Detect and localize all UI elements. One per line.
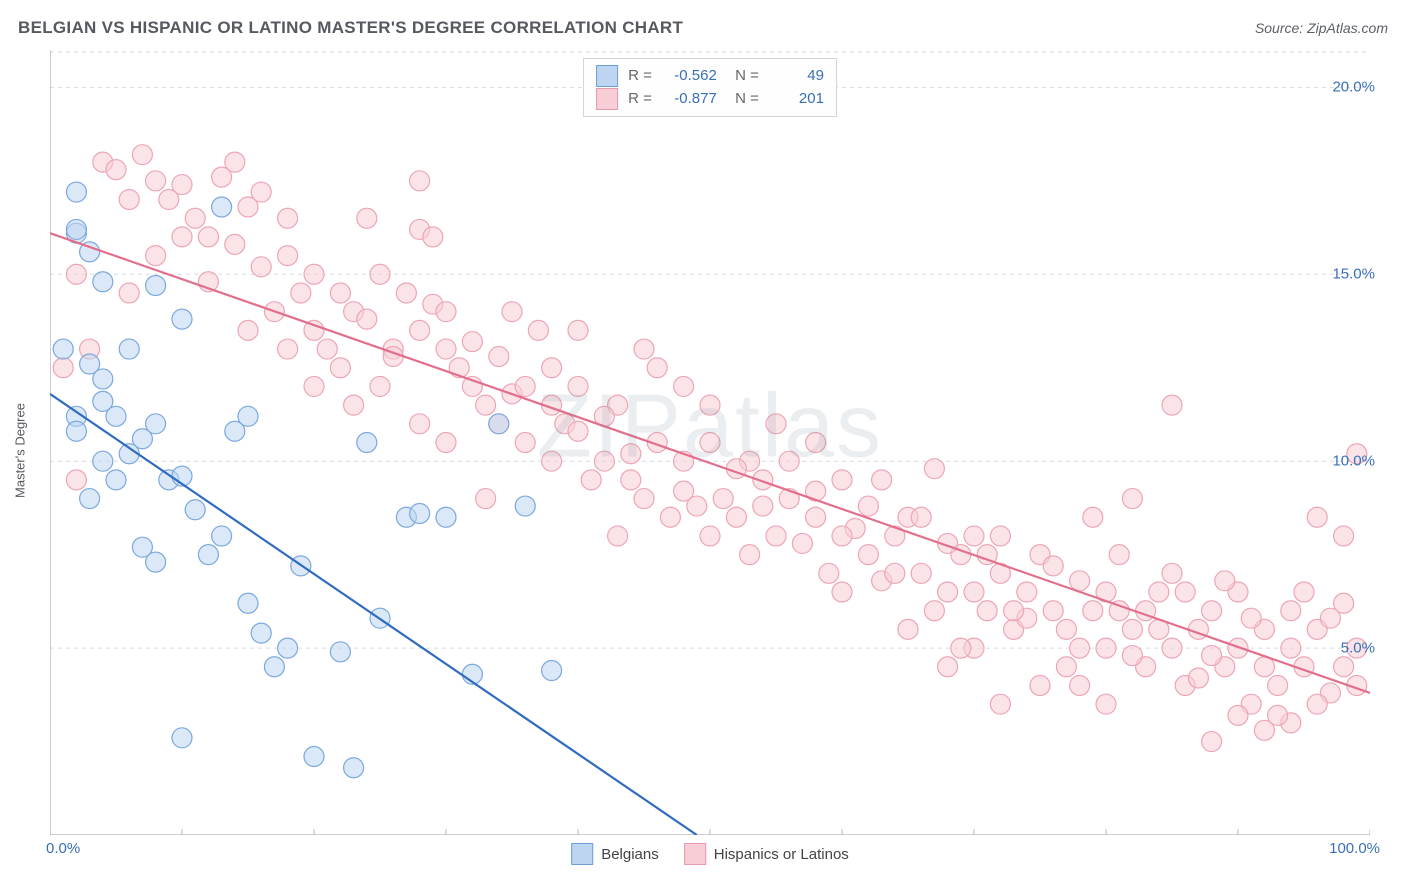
chart-area: Master's Degree ZIPatlas R = -0.562 N = … [50, 50, 1370, 835]
r-label: R = [628, 88, 652, 111]
legend-swatch [571, 843, 593, 865]
chart-source: Source: ZipAtlas.com [1255, 20, 1388, 36]
n-label: N = [727, 65, 759, 88]
legend-swatch [684, 843, 706, 865]
legend-item: Belgians [571, 843, 659, 865]
x-tick-label: 0.0% [46, 840, 80, 857]
scatter-plot [50, 50, 1370, 835]
y-tick-label: 5.0% [1341, 640, 1375, 657]
chart-header: BELGIAN VS HISPANIC OR LATINO MASTER'S D… [18, 18, 1388, 38]
correlation-legend: R = -0.562 N = 49 R = -0.877 N = 201 [583, 58, 837, 117]
legend-swatch-belgians [596, 65, 618, 87]
n-label: N = [727, 88, 759, 111]
y-axis-label: Master's Degree [13, 403, 28, 498]
y-tick-label: 15.0% [1332, 266, 1375, 283]
r-value: -0.562 [662, 65, 717, 88]
chart-title: BELGIAN VS HISPANIC OR LATINO MASTER'S D… [18, 18, 683, 38]
y-tick-label: 10.0% [1332, 453, 1375, 470]
legend-label: Hispanics or Latinos [714, 846, 849, 863]
legend-row: R = -0.562 N = 49 [596, 65, 824, 88]
r-value: -0.877 [662, 88, 717, 111]
legend-label: Belgians [601, 846, 659, 863]
x-tick-label: 100.0% [1329, 840, 1380, 857]
legend-item: Hispanics or Latinos [684, 843, 849, 865]
y-tick-label: 20.0% [1332, 79, 1375, 96]
r-label: R = [628, 65, 652, 88]
legend-row: R = -0.877 N = 201 [596, 88, 824, 111]
n-value: 201 [769, 88, 824, 111]
series-legend: Belgians Hispanics or Latinos [571, 843, 849, 865]
legend-swatch-hispanics [596, 88, 618, 110]
n-value: 49 [769, 65, 824, 88]
